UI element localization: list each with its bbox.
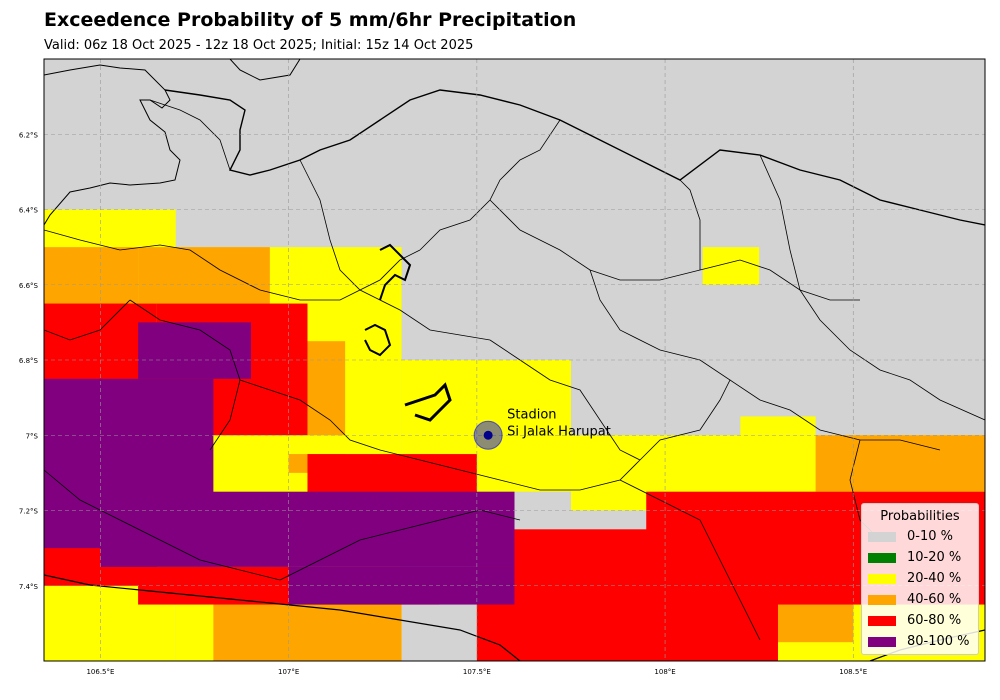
legend-label: 10-20 % — [907, 550, 962, 565]
probability-cell-5 — [702, 247, 760, 285]
probability-cell-6 — [740, 416, 816, 436]
legend-item-0: 0-10 % — [862, 526, 978, 547]
probability-cell-22 — [100, 491, 515, 567]
legend-swatch — [868, 594, 896, 605]
legend-label: 80-100 % — [907, 634, 970, 649]
lat-tick-label-4: 7°S — [26, 432, 39, 440]
district-border — [239, 379, 641, 491]
probability-cell-21 — [138, 322, 252, 379]
lat-tick-label-0: 6.2°S — [19, 131, 39, 139]
lon-tick-label-0: 106.5°E — [86, 668, 114, 676]
lat-tick-label-6: 7.4°S — [19, 583, 39, 591]
district-border — [589, 269, 731, 461]
lat-tick-label-1: 6.4°S — [19, 207, 39, 215]
map-frame — [43, 58, 986, 662]
district-border — [619, 479, 761, 641]
probability-cell-8 — [138, 247, 270, 304]
lon-tick-label-3: 108°E — [654, 668, 675, 676]
lake — [364, 323, 392, 357]
legend-item-5: 80-100 % — [862, 631, 978, 652]
bay-coastline — [164, 89, 985, 226]
south-coastline — [44, 574, 521, 661]
district-border — [419, 119, 561, 251]
legend-swatch — [868, 552, 896, 563]
legend-title: Probabilities — [880, 509, 960, 524]
coast-east — [229, 59, 301, 81]
lon-tick-label-4: 108.5°E — [839, 668, 867, 676]
page-title: Exceedence Probability of 5 mm/6hr Preci… — [44, 9, 577, 31]
legend-item-2: 20-40 % — [862, 568, 978, 589]
district-border — [489, 199, 860, 301]
legend-swatch — [868, 531, 896, 542]
legend-item-3: 40-60 % — [862, 589, 978, 610]
district-border — [44, 469, 281, 581]
lon-tick-label-2: 107.5°E — [463, 668, 491, 676]
district-border — [149, 99, 231, 171]
lat-tick-label-5: 7.2°S — [19, 508, 39, 516]
district-border — [679, 179, 701, 270]
district-border — [44, 299, 131, 341]
legend-swatch — [868, 573, 896, 584]
legend-label: 20-40 % — [907, 571, 962, 586]
district-border — [129, 299, 241, 451]
lake — [404, 382, 452, 422]
north-coastline — [44, 64, 181, 226]
lat-tick-label-3: 6.8°S — [19, 357, 39, 365]
legend-label: 60-80 % — [907, 613, 962, 628]
station-label-line2: Si Jalak Harupat — [507, 424, 611, 439]
district-border — [759, 154, 801, 291]
district-border — [299, 159, 491, 341]
district-border — [279, 509, 521, 581]
station-label-line1: Stadion — [507, 407, 556, 422]
province-border — [44, 229, 421, 301]
lat-tick-label-2: 6.6°S — [19, 282, 39, 290]
district-border — [799, 289, 985, 421]
legend-item-1: 10-20 % — [862, 547, 978, 568]
station-dot — [483, 430, 493, 440]
page-subtitle: Valid: 06z 18 Oct 2025 - 12z 18 Oct 2025… — [44, 38, 474, 53]
legend-label: 40-60 % — [907, 592, 962, 607]
probability-cell-11 — [815, 435, 985, 492]
legend-swatch — [868, 636, 896, 647]
legend-swatch — [868, 615, 896, 626]
legend-label: 0-10 % — [907, 529, 953, 544]
lon-tick-label-1: 107°E — [278, 668, 299, 676]
legend-item-4: 60-80 % — [862, 610, 978, 631]
district-border — [729, 379, 941, 451]
legend: Probabilities 0-10 % 10-20 % 20-40 % 40-60 … — [861, 503, 979, 655]
lake — [379, 243, 412, 301]
